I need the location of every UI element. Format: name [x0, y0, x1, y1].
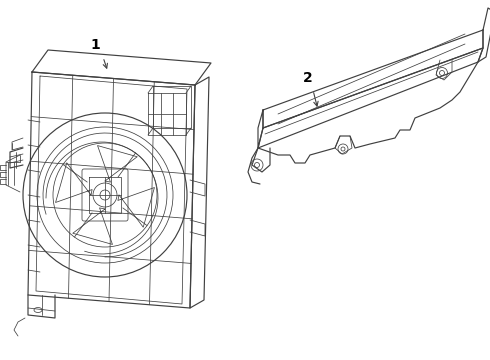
Text: 1: 1	[90, 38, 100, 52]
Text: 2: 2	[303, 71, 313, 85]
